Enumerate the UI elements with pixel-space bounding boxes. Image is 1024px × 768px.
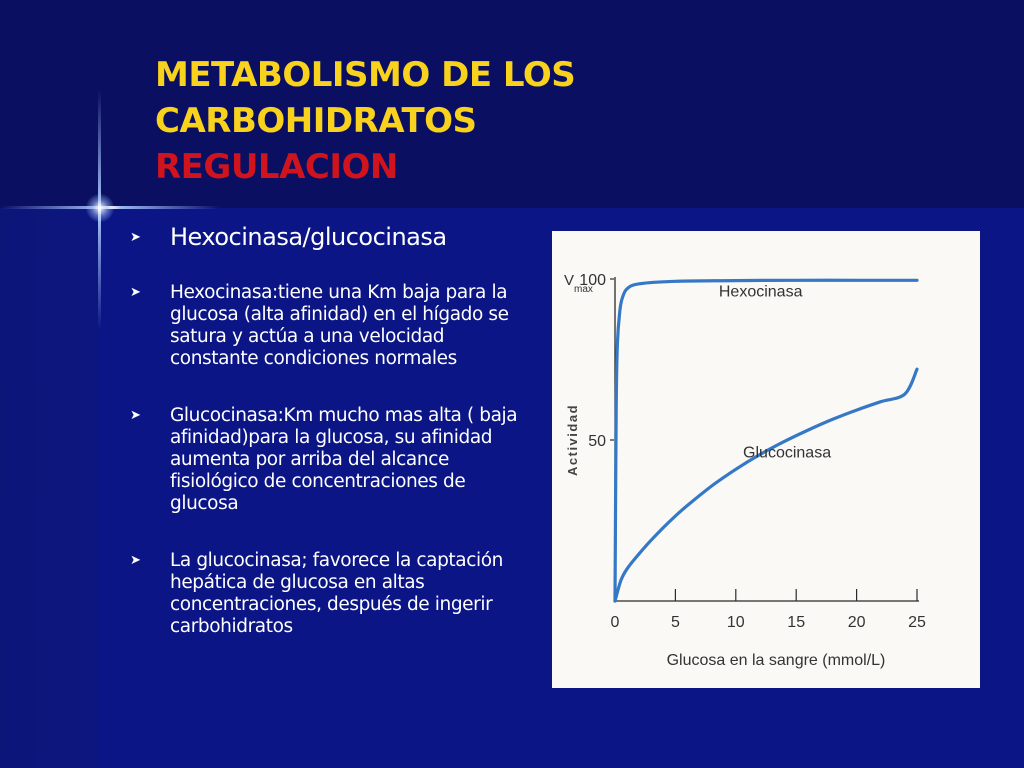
x-tick-label: 25 (908, 614, 926, 631)
y-tick-label: 100 (579, 272, 606, 289)
series-label-hexocinasa: Hexocinasa (719, 284, 803, 301)
light-flare-glow (86, 194, 114, 222)
bullet-list: ➤ Hexocinasa/glucocinasa ➤ Hexocinasa:ti… (130, 222, 535, 673)
bullet-item: ➤ Glucocinasa:Km mucho mas alta ( baja a… (130, 405, 535, 515)
x-axis-label: Glucosa en la sangre (mmol/L) (667, 652, 886, 669)
vmax-label-main: V (564, 272, 574, 289)
x-tick-label: 10 (727, 614, 745, 631)
x-tick-label: 20 (848, 614, 866, 631)
arrow-bullet-icon: ➤ (130, 285, 141, 300)
bullet-text: Hexocinasa/glucocinasa (170, 223, 447, 251)
left-decor-strip (0, 208, 98, 768)
arrow-bullet-icon: ➤ (130, 553, 141, 568)
title-band (0, 0, 1024, 208)
x-tick-label: 15 (787, 614, 805, 631)
title-line-1: METABOLISMO DE LOS (155, 55, 576, 95)
vmax-label-sub: max (574, 284, 593, 295)
enzyme-activity-chart: 0 5 10 15 20 25 50 100 Vmax Actividad Glucosa en l… (552, 231, 980, 688)
x-tick-label: 0 (611, 614, 620, 631)
series-line-glucocinasa (613, 367, 919, 603)
vmax-label: Vmax (564, 272, 593, 295)
bullet-text: La glucocinasa; favorece la captación he… (170, 550, 503, 637)
arrow-bullet-icon: ➤ (130, 230, 141, 245)
slide-title: METABOLISMO DE LOS CARBOHIDRATOS REGULAC… (155, 52, 576, 190)
y-axis-label: Actividad (565, 404, 580, 476)
chart-lines (613, 278, 919, 603)
title-line-2: CARBOHIDRATOS (155, 101, 477, 141)
y-tick-label: 50 (588, 433, 606, 450)
bullet-item: ➤ Hexocinasa/glucocinasa (130, 222, 535, 252)
subtitle-line: REGULACION (155, 147, 398, 187)
chart-axes (614, 277, 919, 602)
series-label-glucocinasa: Glucocinasa (743, 445, 831, 462)
bullet-item: ➤ La glucocinasa; favorece la captación … (130, 550, 535, 638)
bullet-item: ➤ Hexocinasa:tiene una Km baja para la g… (130, 282, 535, 370)
series-line-hexocinasa (613, 278, 919, 603)
x-tick-label: 5 (671, 614, 680, 631)
arrow-bullet-icon: ➤ (130, 408, 141, 423)
bullet-text: Glucocinasa:Km mucho mas alta ( baja afi… (170, 405, 518, 514)
chart-ticks (610, 278, 918, 601)
bullet-text: Hexocinasa:tiene una Km baja para la glu… (170, 282, 509, 369)
